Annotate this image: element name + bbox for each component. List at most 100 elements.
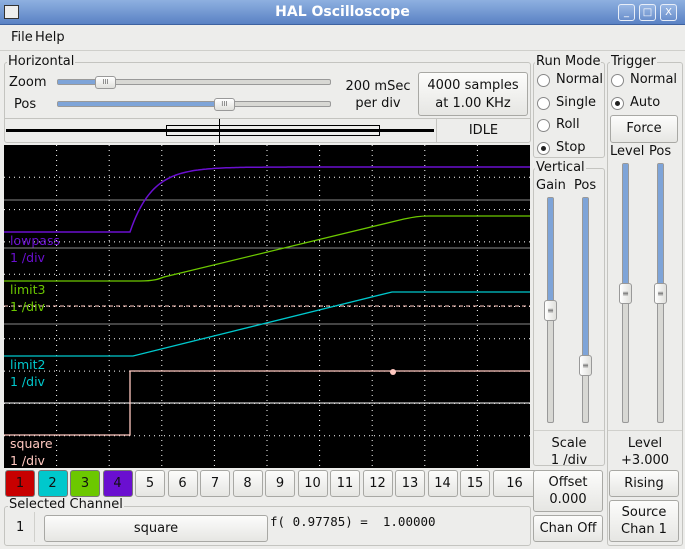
vertical-pos-label: Pos [574, 178, 597, 193]
trigger-source-button[interactable]: Source Chan 1 [609, 500, 679, 542]
minimize-button[interactable]: _ [618, 4, 635, 21]
channel-label-lowpass-scale: 1 /div [10, 250, 46, 265]
channel-label-limit3-scale: 1 /div [10, 299, 46, 314]
offset-label: Offset [548, 475, 588, 490]
trigger-point [390, 369, 396, 375]
time-per-div: 200 mSec per div [338, 78, 418, 112]
offset-value: 0.000 [549, 492, 587, 507]
run-mode-label: Run Mode [535, 54, 602, 69]
record-overview[interactable]: IDLE [5, 118, 530, 143]
channel-label-square: square [10, 436, 53, 451]
channel-button-11[interactable]: 11 [330, 470, 360, 497]
channel-button-13[interactable]: 13 [395, 470, 425, 497]
run_mode-radio-normal[interactable] [537, 74, 550, 87]
channel-button-7[interactable]: 7 [200, 470, 230, 497]
samples-line2: at 1.00 KHz [435, 96, 511, 111]
run_mode-radio-single[interactable] [537, 96, 550, 110]
zoom-slider-handle[interactable]: III [94, 76, 116, 89]
trace-square [4, 370, 530, 436]
run_mode-option-label[interactable]: Roll [556, 117, 580, 132]
trigger-level-handle[interactable]: ≡ [619, 282, 632, 304]
trace-lowpass [4, 166, 530, 233]
run_mode-radio-roll[interactable] [537, 119, 550, 132]
offset-button[interactable]: Offset 0.000 [533, 470, 603, 512]
channel-button-14[interactable]: 14 [427, 470, 458, 497]
trigger-marker [219, 119, 220, 143]
pos-label: Pos [14, 97, 37, 112]
channel-button-6[interactable]: 6 [167, 470, 198, 497]
menu-file[interactable]: File [11, 30, 33, 45]
channel-button-9[interactable]: 9 [265, 470, 295, 497]
force-button[interactable]: Force [610, 115, 678, 143]
divider [608, 430, 682, 431]
view-window[interactable] [166, 125, 380, 136]
trigger-radio-auto[interactable] [611, 96, 624, 110]
channel-label-limit3: limit3 [10, 282, 45, 297]
channel-button-1[interactable]: 1 [5, 470, 35, 497]
status-idle: IDLE [436, 119, 530, 142]
channel-source-button[interactable]: square [44, 515, 268, 542]
trigger-option-label[interactable]: Normal [630, 72, 678, 87]
channel-label-square-scale: 1 /div [10, 453, 46, 468]
channel-button-5[interactable]: 5 [135, 470, 165, 497]
channel-button-12[interactable]: 12 [362, 470, 393, 497]
selected-channel-frame [4, 506, 531, 546]
menu-bar: File Help [0, 25, 685, 51]
menu-help[interactable]: Help [35, 30, 65, 45]
trigger-pos-handle[interactable]: ≡ [654, 282, 667, 304]
channel-button-15[interactable]: 15 [460, 470, 490, 497]
trace-limit3 [4, 215, 530, 282]
run_mode-radio-stop[interactable] [537, 141, 550, 155]
scope-display[interactable]: lowpass 1 /div limit3 1 /div limit2 1 /div squ… [4, 145, 530, 468]
window-menu-icon[interactable] [4, 5, 19, 19]
gain-label: Gain [536, 178, 566, 193]
chan-off-button[interactable]: Chan Off [533, 515, 603, 542]
scale-readout: Scale 1 /div [533, 435, 605, 469]
value-readout: f( 0.97785) = 1.00000 [270, 514, 436, 529]
trace-limit2 [4, 291, 530, 357]
trigger-level-readout: Level +3.000 [607, 435, 683, 469]
pos-slider[interactable] [57, 101, 331, 107]
zoom-slider[interactable] [57, 79, 331, 85]
channel-button-3[interactable]: 3 [70, 470, 100, 497]
window-title: HAL Oscilloscope [275, 4, 410, 20]
divider [34, 512, 35, 542]
vertical-pos-handle[interactable]: ≡ [579, 354, 592, 376]
samples-button[interactable]: 4000 samples at 1.00 KHz [418, 72, 528, 116]
scale-value: 1 /div [550, 453, 588, 468]
trigger-level-label: Level [610, 144, 645, 159]
run_mode-option-label[interactable]: Normal [556, 72, 604, 87]
record-bar [6, 129, 434, 132]
rate-line1: 200 mSec [345, 79, 411, 94]
selected-channel-number: 1 [16, 520, 25, 535]
trigger-pos-label: Pos [649, 144, 672, 159]
selected-channel-label: Selected Channel [8, 497, 124, 512]
channel-button-16[interactable]: 16 [492, 470, 537, 497]
trigger-radio-normal[interactable] [611, 74, 624, 87]
horizontal-frame [4, 62, 531, 143]
maximize-button[interactable]: □ [639, 4, 656, 21]
source-line2: Chan 1 [621, 522, 667, 537]
trigger-edge-button[interactable]: Rising [609, 470, 679, 497]
pos-slider-handle[interactable]: III [213, 98, 235, 111]
scale-title: Scale [551, 436, 587, 451]
vertical-pos-slider[interactable] [582, 197, 589, 423]
channel-button-8[interactable]: 8 [232, 470, 263, 497]
channel-label-lowpass: lowpass [10, 233, 60, 248]
vertical-label: Vertical [535, 160, 586, 175]
title-bar: HAL Oscilloscope _ □ X [0, 0, 685, 25]
close-button[interactable]: X [660, 4, 677, 21]
channel-button-4[interactable]: 4 [102, 470, 133, 497]
channel-label-limit2: limit2 [10, 357, 45, 372]
horizontal-label: Horizontal [7, 54, 76, 69]
trigger-option-label[interactable]: Auto [630, 94, 661, 110]
channel-button-10[interactable]: 10 [297, 470, 328, 497]
run_mode-option-label[interactable]: Single [556, 94, 596, 110]
samples-line1: 4000 samples [427, 78, 519, 93]
run_mode-option-label[interactable]: Stop [556, 139, 586, 155]
channel-button-2[interactable]: 2 [37, 470, 68, 497]
gain-slider-handle[interactable]: ≡ [544, 299, 557, 321]
level-value: +3.000 [620, 453, 670, 468]
channel-label-limit2-scale: 1 /div [10, 374, 46, 389]
divider [534, 430, 604, 431]
